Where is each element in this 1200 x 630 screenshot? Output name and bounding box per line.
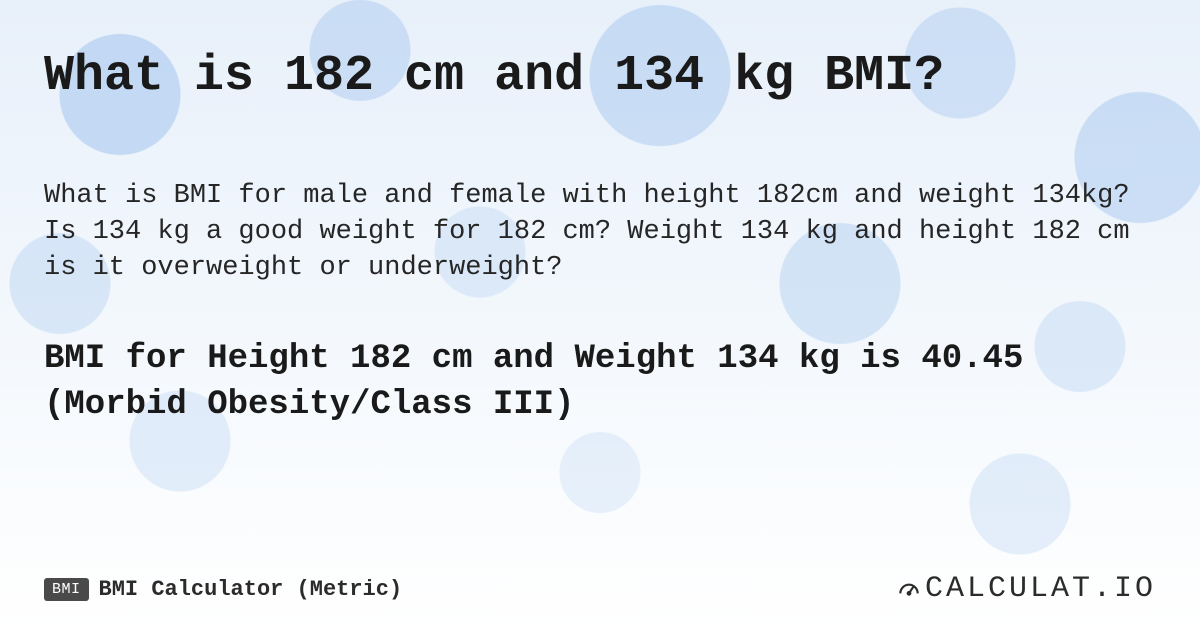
brand-text: CALCULAT.IO	[925, 572, 1156, 606]
content-area: What is 182 cm and 134 kg BMI? What is B…	[0, 0, 1200, 429]
calculator-label: BMI Calculator (Metric)	[99, 577, 403, 602]
brand-logo: CALCULAT.IO	[895, 572, 1156, 606]
gauge-icon	[895, 575, 923, 603]
bmi-result: BMI for Height 182 cm and Weight 134 kg …	[44, 337, 1156, 429]
bmi-badge: BMI	[44, 578, 89, 601]
footer-left: BMI BMI Calculator (Metric)	[44, 577, 402, 602]
page-description: What is BMI for male and female with hei…	[44, 178, 1156, 287]
footer: BMI BMI Calculator (Metric) CALCULAT.IO	[44, 572, 1156, 606]
page-title: What is 182 cm and 134 kg BMI?	[44, 48, 1156, 106]
